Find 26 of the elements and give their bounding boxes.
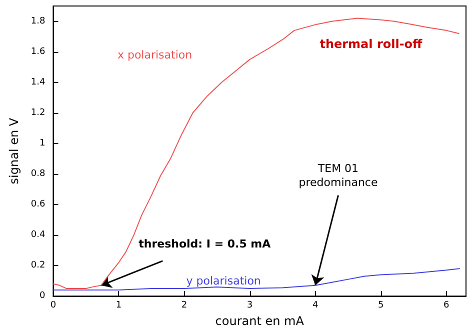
y-tick-label: 1.2 [30,108,46,118]
y-axis-title: signal en V [7,117,21,184]
line-series [52,18,460,289]
annotation: TEM 01 predominance [298,162,378,189]
y-tick-label: 1.8 [30,16,46,26]
y-tick-label: 0.2 [30,260,46,271]
x-tick-label: 5 [378,300,384,311]
y-tick-label: 1.6 [30,46,46,57]
x-tick-label: 3 [246,300,253,311]
x-axis-title: courant en mA [215,314,305,328]
x-tick-label: 4 [312,300,318,311]
y-tick-label: 0.6 [30,199,46,210]
x-tick-label: 0 [50,300,56,311]
line-series [52,268,460,290]
y-tick-label: 1 [39,138,46,148]
x-tick-label: 2 [181,300,188,311]
text: x polarisation [117,48,192,62]
series-label: y polarisation [186,274,261,288]
annotation: threshold: I = 0.5 mA [138,237,272,250]
y-tick-label: 1.4 [30,77,46,88]
x-tick-label: 6 [443,300,450,311]
y-tick-label: 0 [39,291,46,302]
y-tick-label: 0.8 [30,168,46,179]
y-tick-label: 0.4 [30,230,46,240]
x-tick-label: 1 [116,300,122,311]
annotation: thermal roll-off [320,37,423,52]
